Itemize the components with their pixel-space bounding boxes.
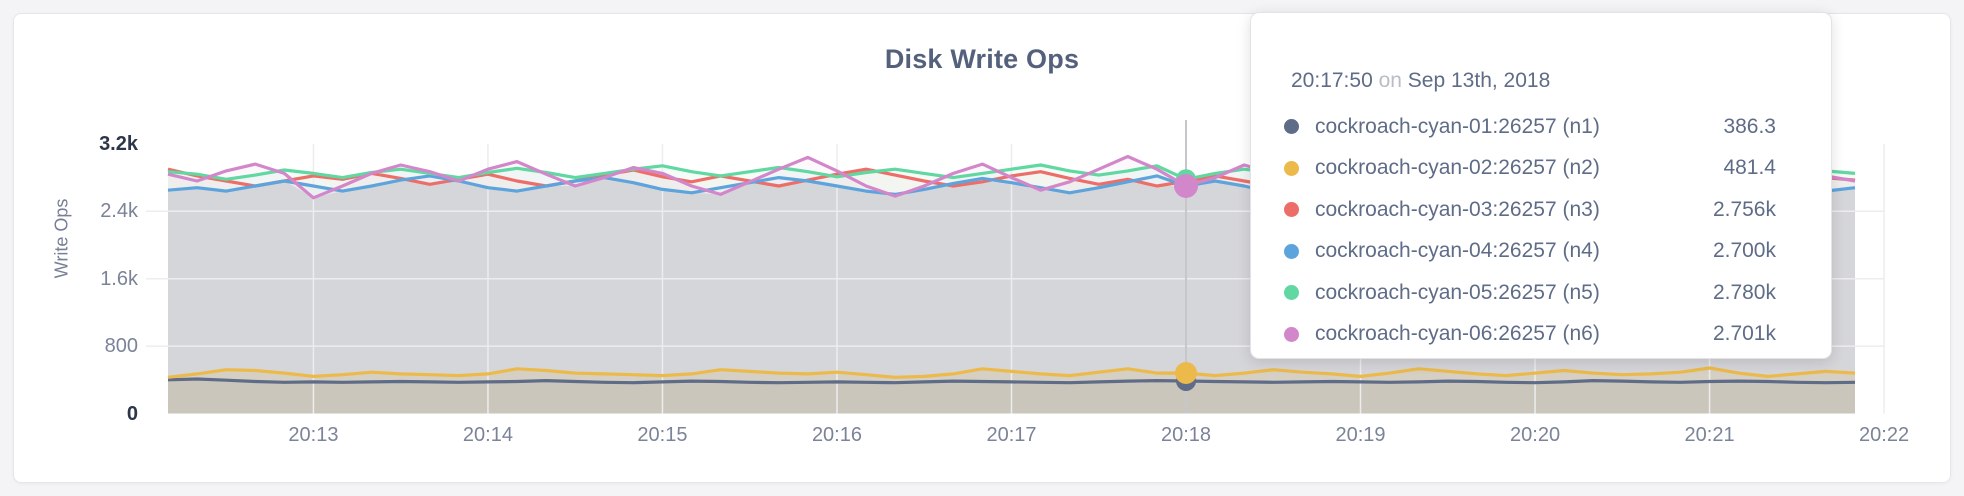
- tooltip-series-label: cockroach-cyan-04:26257 (n4): [1315, 239, 1600, 263]
- tooltip-row: cockroach-cyan-01:26257 (n1) 386.3: [1251, 106, 1833, 148]
- x-tick-label-20:22: 20:22: [1859, 424, 1910, 446]
- y-tick-label-2.4k: 2.4k: [100, 200, 138, 223]
- tooltip-series-value: 386.3: [1723, 114, 1776, 138]
- tooltip-row: cockroach-cyan-04:26257 (n4) 2.700k: [1251, 231, 1833, 273]
- series-color-dot-icon: [1284, 202, 1299, 218]
- tooltip-series-label: cockroach-cyan-03:26257 (n3): [1315, 197, 1600, 221]
- tooltip-series-label: cockroach-cyan-05:26257 (n5): [1315, 280, 1600, 304]
- y-tick-label-0: 0: [126, 402, 138, 425]
- tooltip-series-label: cockroach-cyan-01:26257 (n1): [1315, 114, 1600, 138]
- x-tick-label-20:19: 20:19: [1335, 424, 1386, 446]
- series-color-dot-icon: [1284, 285, 1299, 301]
- series-color-dot-icon: [1284, 160, 1299, 176]
- hover-dot-n6: [1174, 173, 1199, 198]
- x-tick-label-20:15: 20:15: [637, 424, 688, 446]
- tooltip-row: cockroach-cyan-05:26257 (n5) 2.780k: [1251, 272, 1833, 314]
- tooltip-series-label: cockroach-cyan-02:26257 (n2): [1315, 156, 1600, 180]
- tooltip-conjunction: on: [1378, 69, 1402, 92]
- tooltip-row: cockroach-cyan-06:26257 (n6) 2.701k: [1251, 314, 1833, 356]
- tooltip-series-value: 2.700k: [1712, 239, 1776, 263]
- tooltip-row: cockroach-cyan-02:26257 (n2) 481.4: [1251, 148, 1833, 190]
- x-tick-label-20:21: 20:21: [1684, 424, 1735, 446]
- y-tick-label-3.2k: 3.2k: [99, 132, 138, 155]
- y-tick-label-1.6k: 1.6k: [100, 267, 138, 290]
- tooltip-time: 20:17:50: [1291, 69, 1373, 92]
- tooltip-header: 20:17:50 on Sep 13th, 2018: [1291, 69, 1550, 93]
- tooltip-series-label: cockroach-cyan-06:26257 (n6): [1315, 322, 1600, 346]
- hover-dot-n2: [1175, 361, 1198, 384]
- y-tick-label-800: 800: [104, 335, 138, 358]
- x-tick-label-20:18: 20:18: [1160, 424, 1212, 446]
- x-tick-label-20:20: 20:20: [1510, 424, 1561, 446]
- series-line-n1: [167, 377, 1856, 385]
- series-color-dot-icon: [1284, 119, 1299, 135]
- x-tick-label-20:17: 20:17: [986, 424, 1037, 446]
- series-color-dot-icon: [1284, 243, 1299, 259]
- tooltip-series-value: 2.701k: [1712, 322, 1776, 346]
- series-line-n2: [167, 366, 1856, 379]
- x-tick-label-20:13: 20:13: [288, 424, 339, 446]
- tooltip-date: Sep 13th, 2018: [1407, 69, 1551, 92]
- series-color-dot-icon: [1284, 326, 1299, 342]
- hover-tooltip: 20:17:50 on Sep 13th, 2018 cockroach-cya…: [1250, 12, 1832, 359]
- tooltip-series-value: 2.756k: [1712, 197, 1776, 221]
- x-tick-label-20:14: 20:14: [462, 424, 513, 446]
- tooltip-series-value: 481.4: [1723, 156, 1776, 180]
- tooltip-series-value: 2.780k: [1712, 280, 1776, 304]
- tooltip-row: cockroach-cyan-03:26257 (n3) 2.756k: [1251, 189, 1833, 231]
- x-tick-label-20:16: 20:16: [811, 424, 862, 446]
- chart-title: Disk Write Ops: [884, 44, 1080, 74]
- tooltip-rows: cockroach-cyan-01:26257 (n1) 386.3 cockroa…: [1251, 106, 1833, 355]
